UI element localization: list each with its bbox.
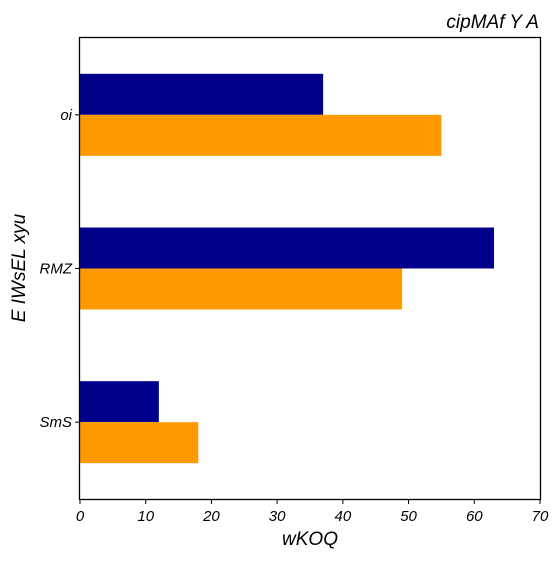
- y-tick-label: RMZ: [40, 261, 73, 278]
- bar-series-1-oi: [80, 73, 324, 115]
- bar-series-2-RMZ: [80, 268, 402, 310]
- x-axis-label: wKOQ: [282, 529, 338, 550]
- x-tick-label: 30: [269, 508, 286, 525]
- y-tick-label: oi: [60, 107, 72, 124]
- chart-title: cipMAf Y A: [446, 12, 539, 33]
- bar-series-1-RMZ: [80, 227, 494, 269]
- x-tick-label: 50: [400, 508, 417, 525]
- bar-series-2-oi: [80, 114, 442, 156]
- x-tick-label: 70: [532, 508, 549, 525]
- bar-series-1-SmS: [80, 381, 159, 423]
- y-tick-label: SmS: [39, 414, 72, 431]
- x-axis-ticks: 0 10 20 30 40 50 60 70: [76, 499, 549, 525]
- x-tick-label: 10: [137, 508, 154, 525]
- y-axis-label: E IWsEL xyu: [9, 213, 30, 322]
- bars-layer: [80, 73, 494, 464]
- y-axis-ticks: oi RMZ SmS: [39, 107, 80, 431]
- x-tick-label: 60: [466, 508, 483, 525]
- x-tick-label: 0: [76, 508, 85, 525]
- x-tick-label: 20: [202, 508, 220, 525]
- x-tick-label: 40: [335, 508, 352, 525]
- bar-series-2-SmS: [80, 422, 199, 464]
